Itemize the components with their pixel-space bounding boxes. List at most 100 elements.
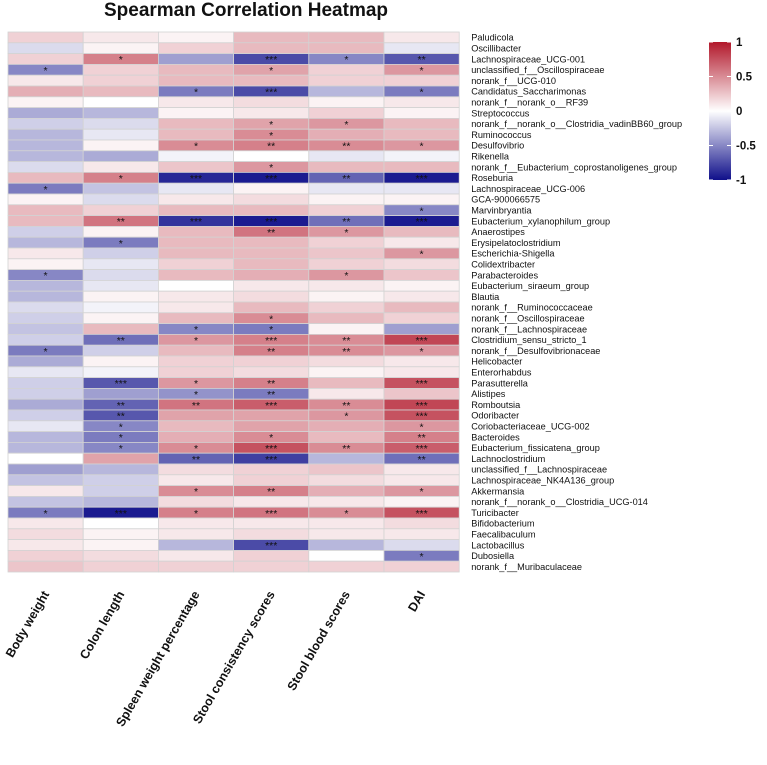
colorbar-tick-label: -1 bbox=[736, 175, 747, 187]
heatmap-cell bbox=[82, 204, 159, 217]
significance-mark: * bbox=[44, 184, 48, 196]
significance-mark: *** bbox=[265, 508, 277, 520]
heatmap-cell bbox=[82, 193, 159, 206]
significance-mark: * bbox=[420, 421, 424, 433]
significance-mark: * bbox=[420, 486, 424, 498]
significance-mark: *** bbox=[265, 216, 277, 228]
significance-mark: *** bbox=[265, 443, 277, 455]
heatmap-cell bbox=[82, 312, 159, 324]
significance-mark: * bbox=[194, 443, 198, 455]
significance-mark: ** bbox=[342, 335, 350, 347]
heatmap-cell bbox=[7, 247, 84, 260]
significance-mark: * bbox=[269, 162, 273, 174]
row-label: Candidatus_Saccharimonas bbox=[471, 87, 586, 97]
heatmap-cell bbox=[308, 387, 385, 400]
significance-mark: * bbox=[44, 508, 48, 520]
row-label: Romboutsia bbox=[471, 400, 521, 410]
row-label: norank_f__Muribaculaceae bbox=[471, 562, 582, 572]
significance-mark: * bbox=[119, 421, 123, 433]
significance-mark: * bbox=[194, 389, 198, 401]
heatmap-cell bbox=[7, 323, 84, 335]
heatmap-cell bbox=[82, 118, 159, 130]
heatmap-cell bbox=[157, 193, 234, 206]
heatmap-cell bbox=[308, 312, 385, 324]
heatmap-cell bbox=[82, 31, 159, 44]
heatmap-cell bbox=[7, 409, 84, 422]
heatmap-cell bbox=[7, 463, 84, 476]
significance-mark: *** bbox=[265, 173, 277, 185]
significance-mark: * bbox=[420, 551, 424, 563]
significance-mark: * bbox=[344, 54, 348, 66]
heatmap-cell bbox=[233, 258, 310, 270]
heatmap-cell bbox=[82, 323, 159, 335]
heatmap-cell bbox=[383, 193, 460, 206]
heatmap-cell bbox=[308, 463, 385, 476]
heatmap-cell bbox=[233, 279, 310, 292]
significance-mark: *** bbox=[265, 335, 277, 347]
significance-mark: * bbox=[119, 443, 123, 455]
row-label: Marvinbryantia bbox=[471, 206, 532, 216]
row-label: norank_f__Lachnospiraceae bbox=[471, 324, 587, 334]
heatmap-cell bbox=[82, 74, 159, 87]
heatmap-cell bbox=[7, 215, 84, 227]
heatmap-cell bbox=[7, 333, 84, 346]
significance-mark: ** bbox=[342, 400, 350, 412]
column-label: Spleen weight percentage bbox=[113, 588, 202, 729]
significance-mark: *** bbox=[415, 443, 427, 455]
column-label: Stool consistency scores bbox=[190, 588, 278, 726]
row-label: Faecalibaculum bbox=[471, 530, 536, 540]
row-label: Enterorhabdus bbox=[471, 368, 532, 378]
significance-mark: *** bbox=[265, 540, 277, 552]
significance-mark: ** bbox=[267, 346, 275, 358]
heatmap-cell bbox=[383, 128, 460, 141]
heatmap-cell bbox=[7, 539, 84, 551]
significance-marks: * *** * *** * ** *** ** *** ** ** *** *** *** ** ******… bbox=[44, 54, 428, 563]
heatmap-cell bbox=[383, 474, 460, 486]
row-label: Bacteroides bbox=[471, 432, 520, 442]
significance-mark: *** bbox=[415, 400, 427, 412]
heatmap-cell bbox=[233, 420, 310, 432]
significance-mark: ** bbox=[192, 400, 200, 412]
heatmap-cell bbox=[157, 204, 234, 217]
heatmap-cell bbox=[7, 366, 84, 378]
significance-mark: *** bbox=[115, 508, 127, 520]
significance-mark: *** bbox=[415, 378, 427, 390]
heatmap-cell bbox=[82, 495, 159, 508]
heatmap-cell bbox=[383, 539, 460, 551]
significance-mark: * bbox=[269, 130, 273, 142]
heatmap-cell bbox=[157, 528, 234, 540]
heatmap-cell bbox=[233, 193, 310, 206]
heatmap-cell bbox=[383, 290, 460, 303]
column-label: DAI bbox=[405, 589, 428, 615]
heatmap-cell bbox=[383, 312, 460, 324]
row-label: Anaerostipes bbox=[471, 227, 525, 237]
heatmap-cell bbox=[82, 463, 159, 476]
heatmap-cell bbox=[383, 528, 460, 540]
heatmap-cell bbox=[157, 279, 234, 292]
heatmap-cell bbox=[383, 236, 460, 249]
heatmap-cell bbox=[7, 560, 84, 573]
significance-mark: * bbox=[269, 65, 273, 77]
heatmap-cell bbox=[157, 42, 234, 54]
heatmap-cell bbox=[383, 42, 460, 54]
heatmap-cell bbox=[157, 118, 234, 130]
heatmap-cell bbox=[308, 107, 385, 119]
significance-mark: * bbox=[420, 141, 424, 153]
significance-mark: * bbox=[269, 432, 273, 444]
heatmap-cell bbox=[82, 258, 159, 270]
row-label: norank_f__UCG-010 bbox=[471, 76, 556, 86]
significance-mark: * bbox=[194, 486, 198, 498]
heatmap-cell bbox=[308, 323, 385, 335]
heatmap-cell bbox=[383, 279, 460, 292]
heatmap-cell bbox=[7, 528, 84, 540]
significance-mark: ** bbox=[267, 227, 275, 239]
heatmap-cell bbox=[7, 139, 84, 152]
row-label: GCA-900066575 bbox=[471, 195, 540, 205]
heatmap-cell bbox=[308, 560, 385, 573]
row-label: Dubosiella bbox=[471, 551, 515, 561]
heatmap-cell bbox=[7, 118, 84, 130]
significance-mark: * bbox=[119, 54, 123, 66]
heatmap-cell bbox=[7, 420, 84, 432]
significance-mark: * bbox=[420, 205, 424, 217]
